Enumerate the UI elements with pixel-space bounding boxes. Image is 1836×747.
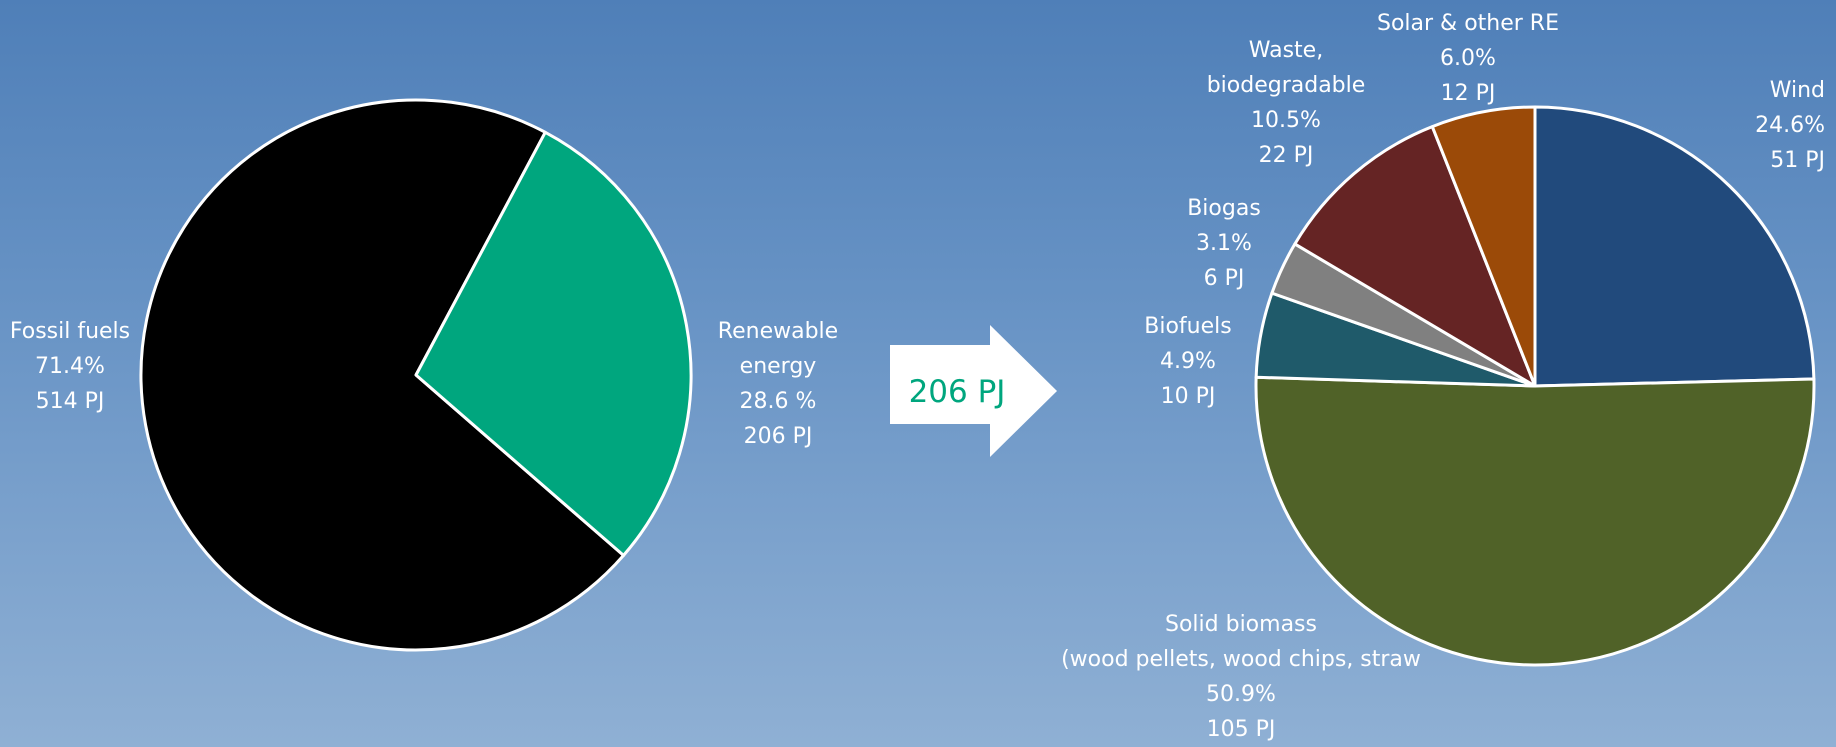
slice-name: Renewable energy <box>717 319 839 379</box>
pie-slice <box>1293 125 1537 388</box>
slice-percent: 3.1% <box>1196 231 1252 256</box>
slice-percent: 10.5% <box>1251 108 1321 133</box>
slice-label: Solid biomass (wood pellets, wood chips,… <box>1061 607 1421 747</box>
slice-name: Biofuels <box>1144 314 1232 339</box>
slice-energy: 514 PJ <box>35 389 105 414</box>
slice-percent: 28.6 % <box>739 389 817 414</box>
arrow-body <box>890 345 992 424</box>
slice-label: Renewable energy 28.6 % 206 PJ <box>718 314 838 454</box>
slice-percent: 50.9% <box>1206 682 1276 707</box>
slice-percent: 6.0% <box>1440 46 1496 71</box>
slice-label: Wind 24.6% 51 PJ <box>1755 73 1825 178</box>
slice-percent: 4.9% <box>1160 349 1216 374</box>
slice-energy: 10 PJ <box>1160 384 1216 409</box>
slice-label: Waste, biodegradable 10.5% 22 PJ <box>1207 33 1366 173</box>
slice-name: Fossil fuels <box>9 319 131 344</box>
slice-energy: 206 PJ <box>743 424 813 449</box>
slice-label: Fossil fuels 71.4% 514 PJ <box>10 314 130 419</box>
pie-slice <box>1254 375 1816 667</box>
slice-label: Solar & other RE 6.0% 12 PJ <box>1377 6 1559 111</box>
slice-energy: 22 PJ <box>1258 143 1314 168</box>
slice-percent: 24.6% <box>1755 113 1825 138</box>
slice-name: Biogas <box>1187 196 1261 221</box>
slice-label: Biogas 3.1% 6 PJ <box>1187 191 1261 296</box>
slice-name: Solid biomass (wood pellets, wood chips,… <box>1061 612 1421 672</box>
slice-energy: 12 PJ <box>1440 81 1496 106</box>
pie-slice <box>139 98 626 652</box>
slice-name: Solar & other RE <box>1377 11 1559 36</box>
arrow <box>890 325 1057 457</box>
slice-label: Biofuels 4.9% 10 PJ <box>1144 309 1231 414</box>
slice-energy: 105 PJ <box>1206 717 1276 742</box>
pie-slice <box>1533 105 1816 388</box>
arrow-head <box>990 325 1057 457</box>
slice-name: Wind <box>1769 78 1825 103</box>
slice-percent: 71.4% <box>35 354 105 379</box>
arrow-label: 206 PJ <box>908 374 1006 410</box>
slice-energy: 51 PJ <box>1770 148 1825 173</box>
pie-slice <box>414 130 693 557</box>
slice-name: Waste, biodegradable <box>1206 38 1366 98</box>
slice-energy: 6 PJ <box>1203 266 1245 291</box>
pie-slice <box>1430 105 1537 388</box>
